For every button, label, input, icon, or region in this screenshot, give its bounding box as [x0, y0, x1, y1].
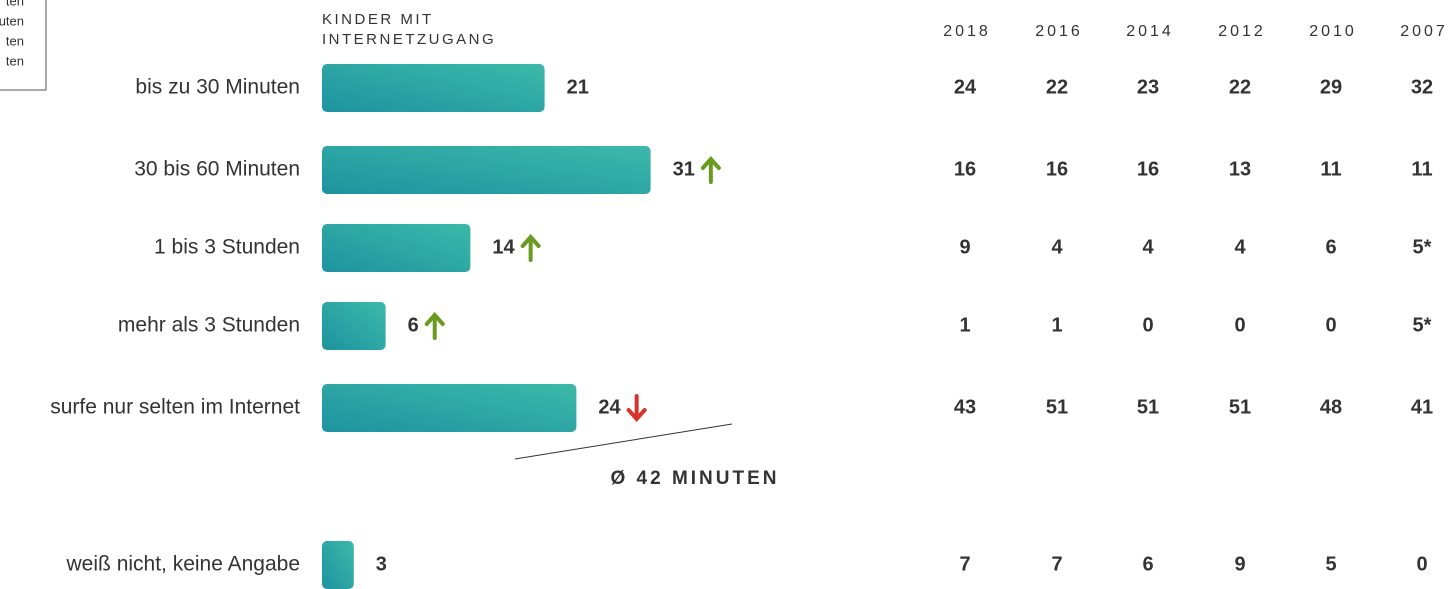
legend-text: ten [6, 33, 24, 48]
history-value: 16 [954, 158, 976, 180]
history-value: 22 [1229, 76, 1251, 98]
category-label: mehr als 3 Stunden [118, 314, 300, 337]
column-title: INTERNETZUGANG [322, 31, 496, 48]
value-label: 24 [598, 396, 621, 418]
value-label: 14 [492, 236, 515, 258]
history-value: 48 [1320, 396, 1342, 418]
history-value: 0 [1142, 314, 1153, 336]
value-label: 31 [673, 158, 695, 180]
bar [322, 64, 545, 112]
history-value: 1 [959, 314, 970, 336]
history-value: 1 [1051, 314, 1062, 336]
annotation-line [514, 423, 733, 460]
history-value: 11 [1411, 158, 1432, 180]
history-value: 13 [1229, 158, 1251, 180]
year-header: 2007 [1400, 23, 1448, 40]
bar [322, 146, 651, 194]
category-label: 30 bis 60 Minuten [134, 158, 300, 181]
annotation: Ø 42 MINUTEN [610, 468, 779, 489]
history-value: 5* [1413, 236, 1432, 258]
history-value: 0 [1325, 314, 1336, 336]
value-label: 21 [567, 76, 589, 98]
history-value: 16 [1137, 158, 1159, 180]
history-value: 7 [959, 553, 970, 575]
history-value: 4 [1142, 236, 1154, 258]
history-value: 29 [1320, 76, 1342, 98]
year-header: 2010 [1309, 23, 1357, 40]
bar [322, 541, 354, 589]
category-label: bis zu 30 Minuten [135, 76, 300, 99]
trend-arrow [424, 311, 445, 340]
year-header: 2014 [1126, 23, 1174, 40]
history-value: 51 [1137, 396, 1159, 418]
category-label: 1 bis 3 Stunden [154, 236, 300, 259]
history-value: 5* [1413, 314, 1432, 336]
history-value: 0 [1416, 553, 1427, 575]
category-label: surfe nur selten im Internet [50, 396, 300, 419]
history-value: 51 [1229, 396, 1251, 418]
year-header: 2018 [943, 23, 991, 40]
history-value: 9 [959, 236, 970, 258]
category-label: weiß nicht, keine Angabe [66, 553, 300, 576]
history-value: 43 [954, 396, 976, 418]
history-value: 22 [1046, 76, 1068, 98]
legend-text: ten [6, 0, 24, 8]
bar [322, 224, 471, 272]
history-value: 7 [1051, 553, 1062, 575]
history-value: 41 [1411, 396, 1433, 418]
history-value: 4 [1234, 236, 1246, 258]
history-value: 6 [1325, 236, 1336, 258]
bar [322, 302, 386, 350]
history-value: 32 [1411, 76, 1433, 98]
history-value: 16 [1046, 158, 1068, 180]
history-value: 9 [1234, 553, 1245, 575]
history-value: 51 [1046, 396, 1068, 418]
history-value: 6 [1142, 553, 1153, 575]
history-value: 4 [1051, 236, 1063, 258]
trend-arrow [520, 233, 541, 262]
legend-text: ten [6, 53, 24, 68]
legend-text: uten [0, 13, 24, 28]
history-value: 5 [1325, 553, 1336, 575]
history-value: 24 [954, 76, 977, 98]
history-value: 23 [1137, 76, 1159, 98]
history-value: 0 [1234, 314, 1245, 336]
year-header: 2016 [1035, 23, 1083, 40]
trend-arrow [700, 155, 721, 184]
bar [322, 384, 577, 432]
history-value: 11 [1320, 158, 1341, 180]
column-title: KINDER MIT [322, 11, 434, 28]
legend-box [0, 0, 47, 91]
trend-arrow [626, 394, 647, 423]
value-label: 6 [408, 314, 419, 336]
value-label: 3 [376, 553, 387, 575]
year-header: 2012 [1218, 23, 1266, 40]
